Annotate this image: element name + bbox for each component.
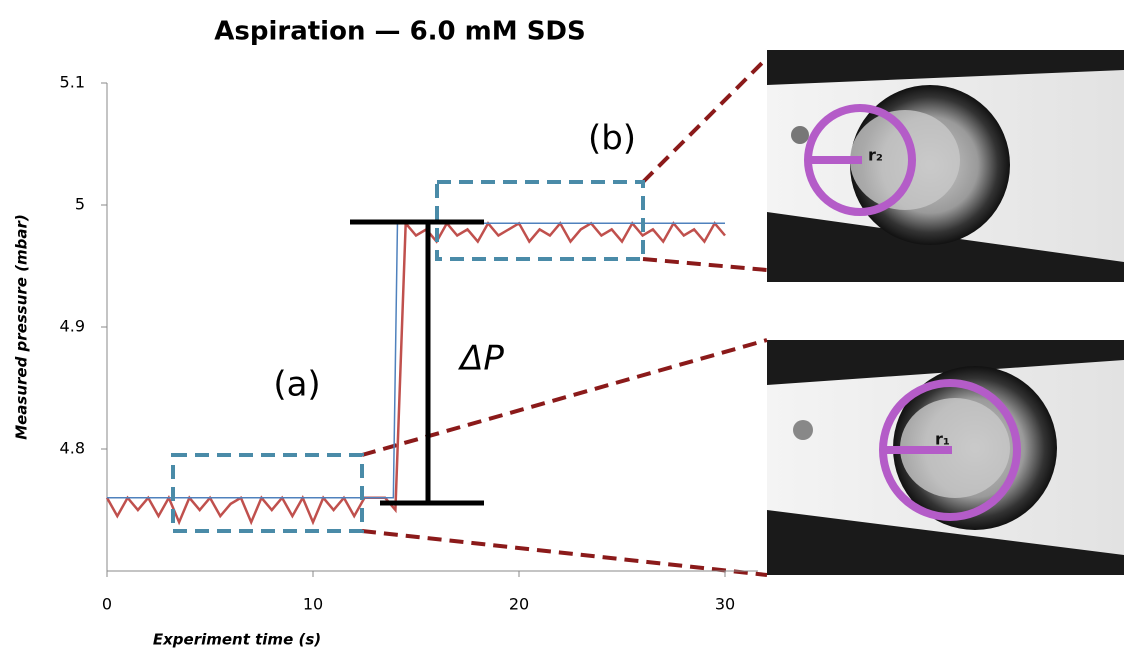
x-axis-label: Experiment time (s) bbox=[153, 631, 321, 649]
y-tick-label: 5.1 bbox=[60, 73, 85, 92]
annotation: r₁ bbox=[935, 430, 950, 449]
zoom-boxes bbox=[171, 180, 645, 533]
x-tick-label: 10 bbox=[303, 595, 323, 614]
y-tick-label: 4.8 bbox=[60, 439, 85, 458]
micrograph-top bbox=[767, 50, 1124, 282]
delta-p-bar bbox=[350, 219, 484, 506]
annotation: (a) bbox=[273, 365, 320, 405]
x-tick-label: 0 bbox=[102, 595, 112, 614]
plot-area: 4.8 4.9 5 5.1 0 10 20 30 bbox=[60, 73, 758, 614]
zoom-lines bbox=[361, 56, 769, 577]
series-line bbox=[107, 222, 725, 499]
x-tick-label: 20 bbox=[509, 595, 529, 614]
annotation: r₂ bbox=[868, 146, 883, 165]
series-line bbox=[105, 220, 726, 526]
annotation: (b) bbox=[588, 119, 636, 159]
y-axis-label: Measured pressure (mbar) bbox=[13, 214, 31, 440]
x-tick-label: 30 bbox=[715, 595, 735, 614]
annotation: ΔP bbox=[457, 339, 504, 379]
y-tick-label: 5 bbox=[75, 195, 85, 214]
micrograph-bottom bbox=[767, 340, 1124, 575]
y-tick-label: 4.9 bbox=[60, 317, 85, 336]
chart-title: Aspiration — 6.0 mM SDS bbox=[214, 17, 585, 47]
